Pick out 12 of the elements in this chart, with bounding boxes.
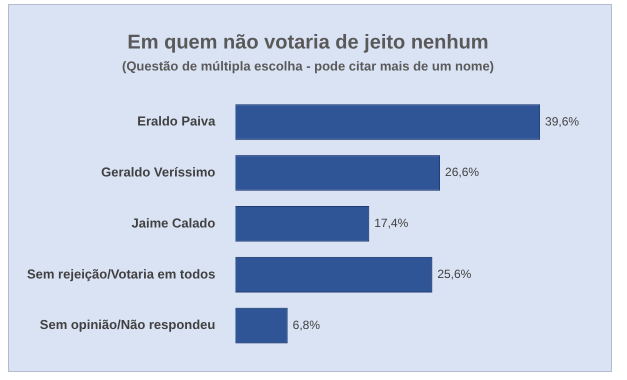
y-tick-label: Jaime Calado: [132, 215, 216, 230]
data-label: 6,8%: [292, 318, 320, 332]
chart-title: Em quem não votaria de jeito nenhum: [127, 32, 489, 54]
data-label: 39,6%: [545, 114, 580, 128]
data-label: 26,6%: [445, 165, 480, 180]
y-tick-label: Geraldo Veríssimo: [101, 164, 216, 180]
y-tick-label: Sem rejeição/Votaria em todos: [26, 266, 216, 282]
y-tick-label: Sem opinião/Não respondeu: [40, 317, 216, 332]
data-label: 25,6%: [437, 266, 472, 281]
data-label: 17,4%: [374, 216, 409, 230]
y-tick-label: Eraldo Paiva: [137, 114, 216, 129]
chart-subtitle: (Questão de múltipla escolha - pode citar mais de um nome): [122, 58, 494, 74]
